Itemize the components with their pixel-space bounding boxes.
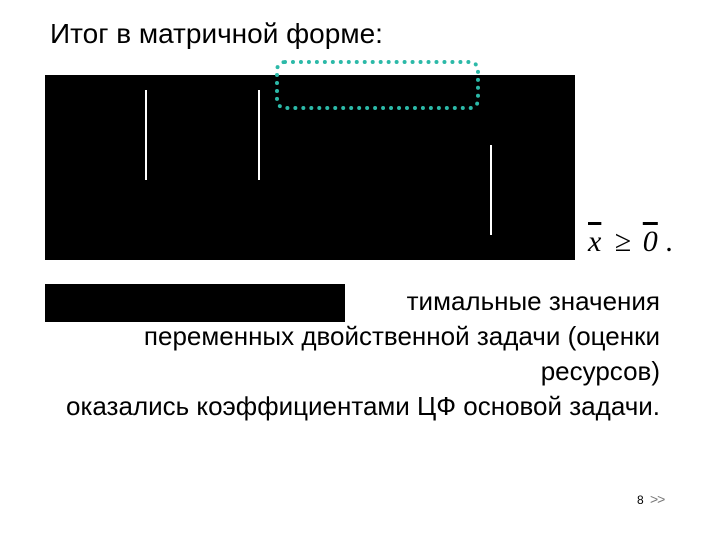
matrix-divider-2 — [258, 90, 260, 180]
body-line-4: оказались коэффициентами ЦФ основой зада… — [55, 389, 660, 424]
body-line-2: переменных двойственной задачи (оценки — [55, 319, 660, 354]
page-number: 8 — [637, 493, 644, 507]
matrix-divider-3 — [490, 145, 492, 235]
math-zero: 0 — [643, 225, 658, 258]
math-expression: x ≥ 0 . — [588, 225, 673, 259]
math-ge: ≥ — [611, 225, 635, 258]
page-title: Итог в матричной форме: — [50, 18, 383, 50]
body-line-3: ресурсов) — [55, 354, 660, 389]
highlight-box — [275, 60, 480, 110]
matrix-divider-1 — [145, 90, 147, 180]
math-dot: . — [665, 225, 673, 258]
redaction-strip — [45, 284, 345, 322]
next-page-marker[interactable]: >> — [650, 491, 664, 507]
math-x: x — [588, 225, 603, 258]
